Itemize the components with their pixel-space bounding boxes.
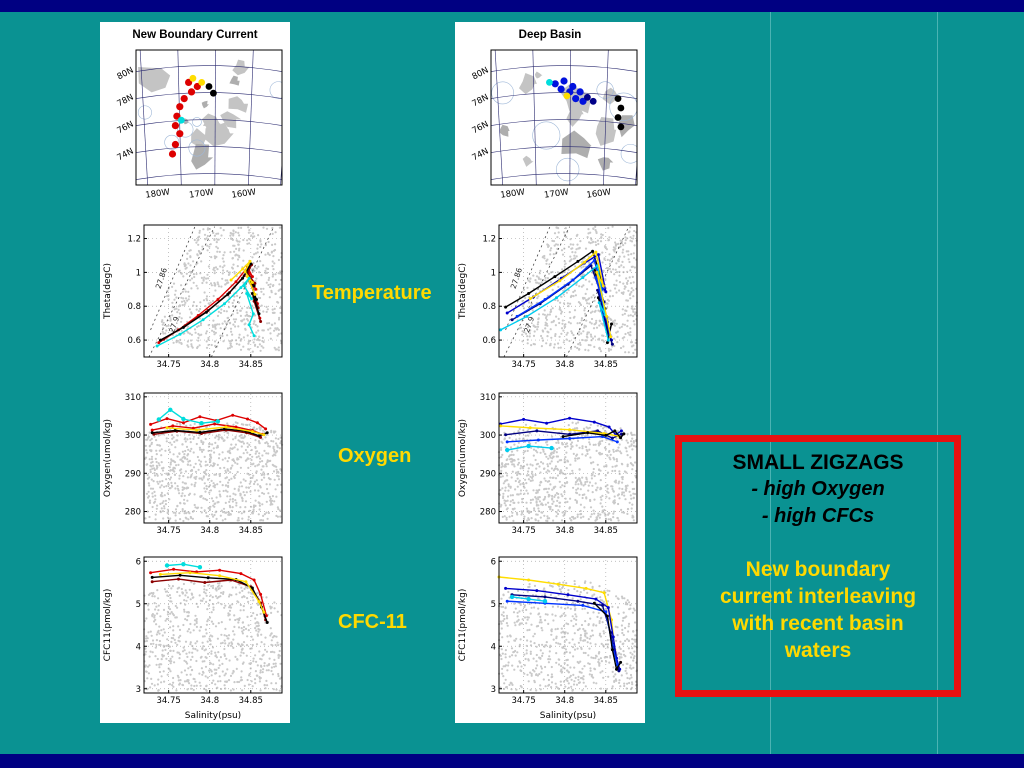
- svg-text:34.85: 34.85: [594, 360, 618, 370]
- map-deep-basin: 80N 78N 76N 74N 180W 170W 160W: [471, 49, 638, 201]
- panel-title-deep-basin: Deep Basin: [518, 29, 582, 41]
- svg-text:180W: 180W: [500, 187, 526, 200]
- svg-text:0.6: 0.6: [127, 336, 141, 346]
- svg-text:280: 280: [125, 508, 141, 518]
- svg-text:27.86: 27.86: [154, 267, 169, 290]
- svg-text:74N: 74N: [116, 146, 136, 163]
- svg-text:27.86: 27.86: [509, 267, 524, 290]
- svg-text:1: 1: [491, 268, 496, 278]
- svg-text:34.75: 34.75: [156, 526, 180, 536]
- callout-bullet-oxygen: - high Oxygen: [751, 478, 885, 500]
- svg-text:280: 280: [480, 508, 496, 518]
- svg-text:170W: 170W: [544, 187, 570, 200]
- callout-box: SMALL ZIGZAGS - high Oxygen - high CFCs …: [675, 435, 961, 697]
- top-border-bar: [0, 0, 1024, 12]
- oxygen-plot-basin: 34.75 34.8 34.85 280 290 300 310 Oxygen(umol/kg…: [458, 392, 638, 536]
- svg-text:78N: 78N: [116, 92, 136, 109]
- svg-text:1.2: 1.2: [482, 235, 496, 245]
- svg-text:34.75: 34.75: [156, 696, 180, 706]
- svg-text:76N: 76N: [116, 119, 136, 136]
- svg-text:5: 5: [491, 600, 496, 610]
- callout-message-line: current interleaving: [719, 585, 917, 608]
- svg-text:170W: 170W: [189, 187, 215, 200]
- panel-title-new-boundary-current: New Boundary Current: [132, 29, 258, 41]
- svg-text:34.75: 34.75: [511, 696, 535, 706]
- bottom-border-bar: [0, 754, 1024, 768]
- panel-deep-basin: Deep Basin 80N 78N 76N 74N 180W 170W 160W 27.8…: [455, 22, 645, 723]
- panel-new-boundary-current: New Boundary Current 80N 78N 76N 74N 180W 170…: [100, 22, 290, 723]
- svg-text:CFC11(pmol/kg): CFC11(pmol/kg): [458, 589, 468, 662]
- svg-text:Theta(degC): Theta(degC): [103, 263, 113, 320]
- svg-text:6: 6: [136, 557, 141, 567]
- svg-text:0.8: 0.8: [482, 302, 496, 312]
- callout-message-line: with recent basin: [732, 612, 904, 635]
- svg-text:310: 310: [125, 393, 141, 403]
- svg-text:6: 6: [491, 557, 496, 567]
- svg-text:Oxygen(umol/kg): Oxygen(umol/kg): [458, 419, 468, 497]
- callout-bullet-cfcs: - high CFCs: [761, 505, 875, 527]
- svg-text:34.85: 34.85: [594, 696, 618, 706]
- svg-text:310: 310: [480, 393, 496, 403]
- svg-text:CFC11(pmol/kg): CFC11(pmol/kg): [103, 589, 113, 662]
- svg-text:290: 290: [125, 469, 141, 479]
- svg-text:3: 3: [136, 685, 141, 695]
- map-new-boundary-current: 80N 78N 76N 74N 180W 170W 160W: [116, 49, 283, 201]
- svg-text:3: 3: [491, 685, 496, 695]
- svg-text:Salinity(psu): Salinity(psu): [185, 711, 241, 721]
- label-temperature: Temperature: [312, 282, 432, 304]
- background-divider-line-1: [770, 12, 771, 754]
- cfc11-plot-boundary: 34.75 34.8 34.85 3 4 5 6 CFC11(pmol/kg) Salinity…: [103, 556, 283, 721]
- svg-text:160W: 160W: [231, 187, 257, 200]
- svg-text:34.8: 34.8: [200, 526, 219, 536]
- svg-text:300: 300: [480, 431, 496, 441]
- svg-text:0.6: 0.6: [482, 336, 496, 346]
- background-divider-line-2: [937, 12, 938, 754]
- label-oxygen: Oxygen: [338, 445, 412, 467]
- svg-text:78N: 78N: [471, 92, 491, 109]
- callout-message-line: New boundary: [745, 558, 891, 581]
- svg-text:74N: 74N: [471, 146, 491, 163]
- svg-text:180W: 180W: [145, 187, 171, 200]
- svg-text:34.85: 34.85: [239, 526, 263, 536]
- svg-text:1: 1: [136, 268, 141, 278]
- svg-text:34.8: 34.8: [555, 526, 574, 536]
- svg-text:34.8: 34.8: [555, 360, 574, 370]
- svg-text:34.8: 34.8: [200, 696, 219, 706]
- svg-text:4: 4: [491, 642, 496, 652]
- svg-text:290: 290: [480, 469, 496, 479]
- label-cfc11: CFC-11: [338, 611, 407, 633]
- svg-text:5: 5: [136, 600, 141, 610]
- svg-text:34.8: 34.8: [200, 360, 219, 370]
- svg-text:34.75: 34.75: [511, 526, 535, 536]
- cfc11-plot-basin: 34.75 34.8 34.85 3 4 5 6 CFC11(pmol/kg) Salinity…: [458, 556, 638, 721]
- svg-text:Theta(degC): Theta(degC): [458, 263, 468, 320]
- callout-message: New boundary current interleaving with r…: [682, 556, 954, 664]
- callout-message-line: waters: [784, 639, 852, 662]
- svg-text:4: 4: [136, 642, 141, 652]
- svg-text:34.85: 34.85: [239, 696, 263, 706]
- svg-text:0.8: 0.8: [127, 302, 141, 312]
- svg-text:34.75: 34.75: [156, 360, 180, 370]
- svg-text:160W: 160W: [586, 187, 612, 200]
- svg-text:1.2: 1.2: [127, 235, 141, 245]
- svg-text:300: 300: [125, 431, 141, 441]
- svg-text:Salinity(psu): Salinity(psu): [540, 711, 596, 721]
- svg-text:34.85: 34.85: [239, 360, 263, 370]
- oxygen-plot-boundary: 34.75 34.8 34.85 280 290 300 310 Oxygen(umol/kg…: [103, 392, 284, 536]
- svg-text:80N: 80N: [116, 65, 136, 82]
- svg-text:Oxygen(umol/kg): Oxygen(umol/kg): [103, 419, 113, 497]
- svg-text:34.85: 34.85: [594, 526, 618, 536]
- svg-text:34.8: 34.8: [555, 696, 574, 706]
- svg-text:80N: 80N: [471, 65, 491, 82]
- svg-text:76N: 76N: [471, 119, 491, 136]
- callout-title: SMALL ZIGZAGS: [732, 451, 904, 474]
- svg-text:34.75: 34.75: [511, 360, 535, 370]
